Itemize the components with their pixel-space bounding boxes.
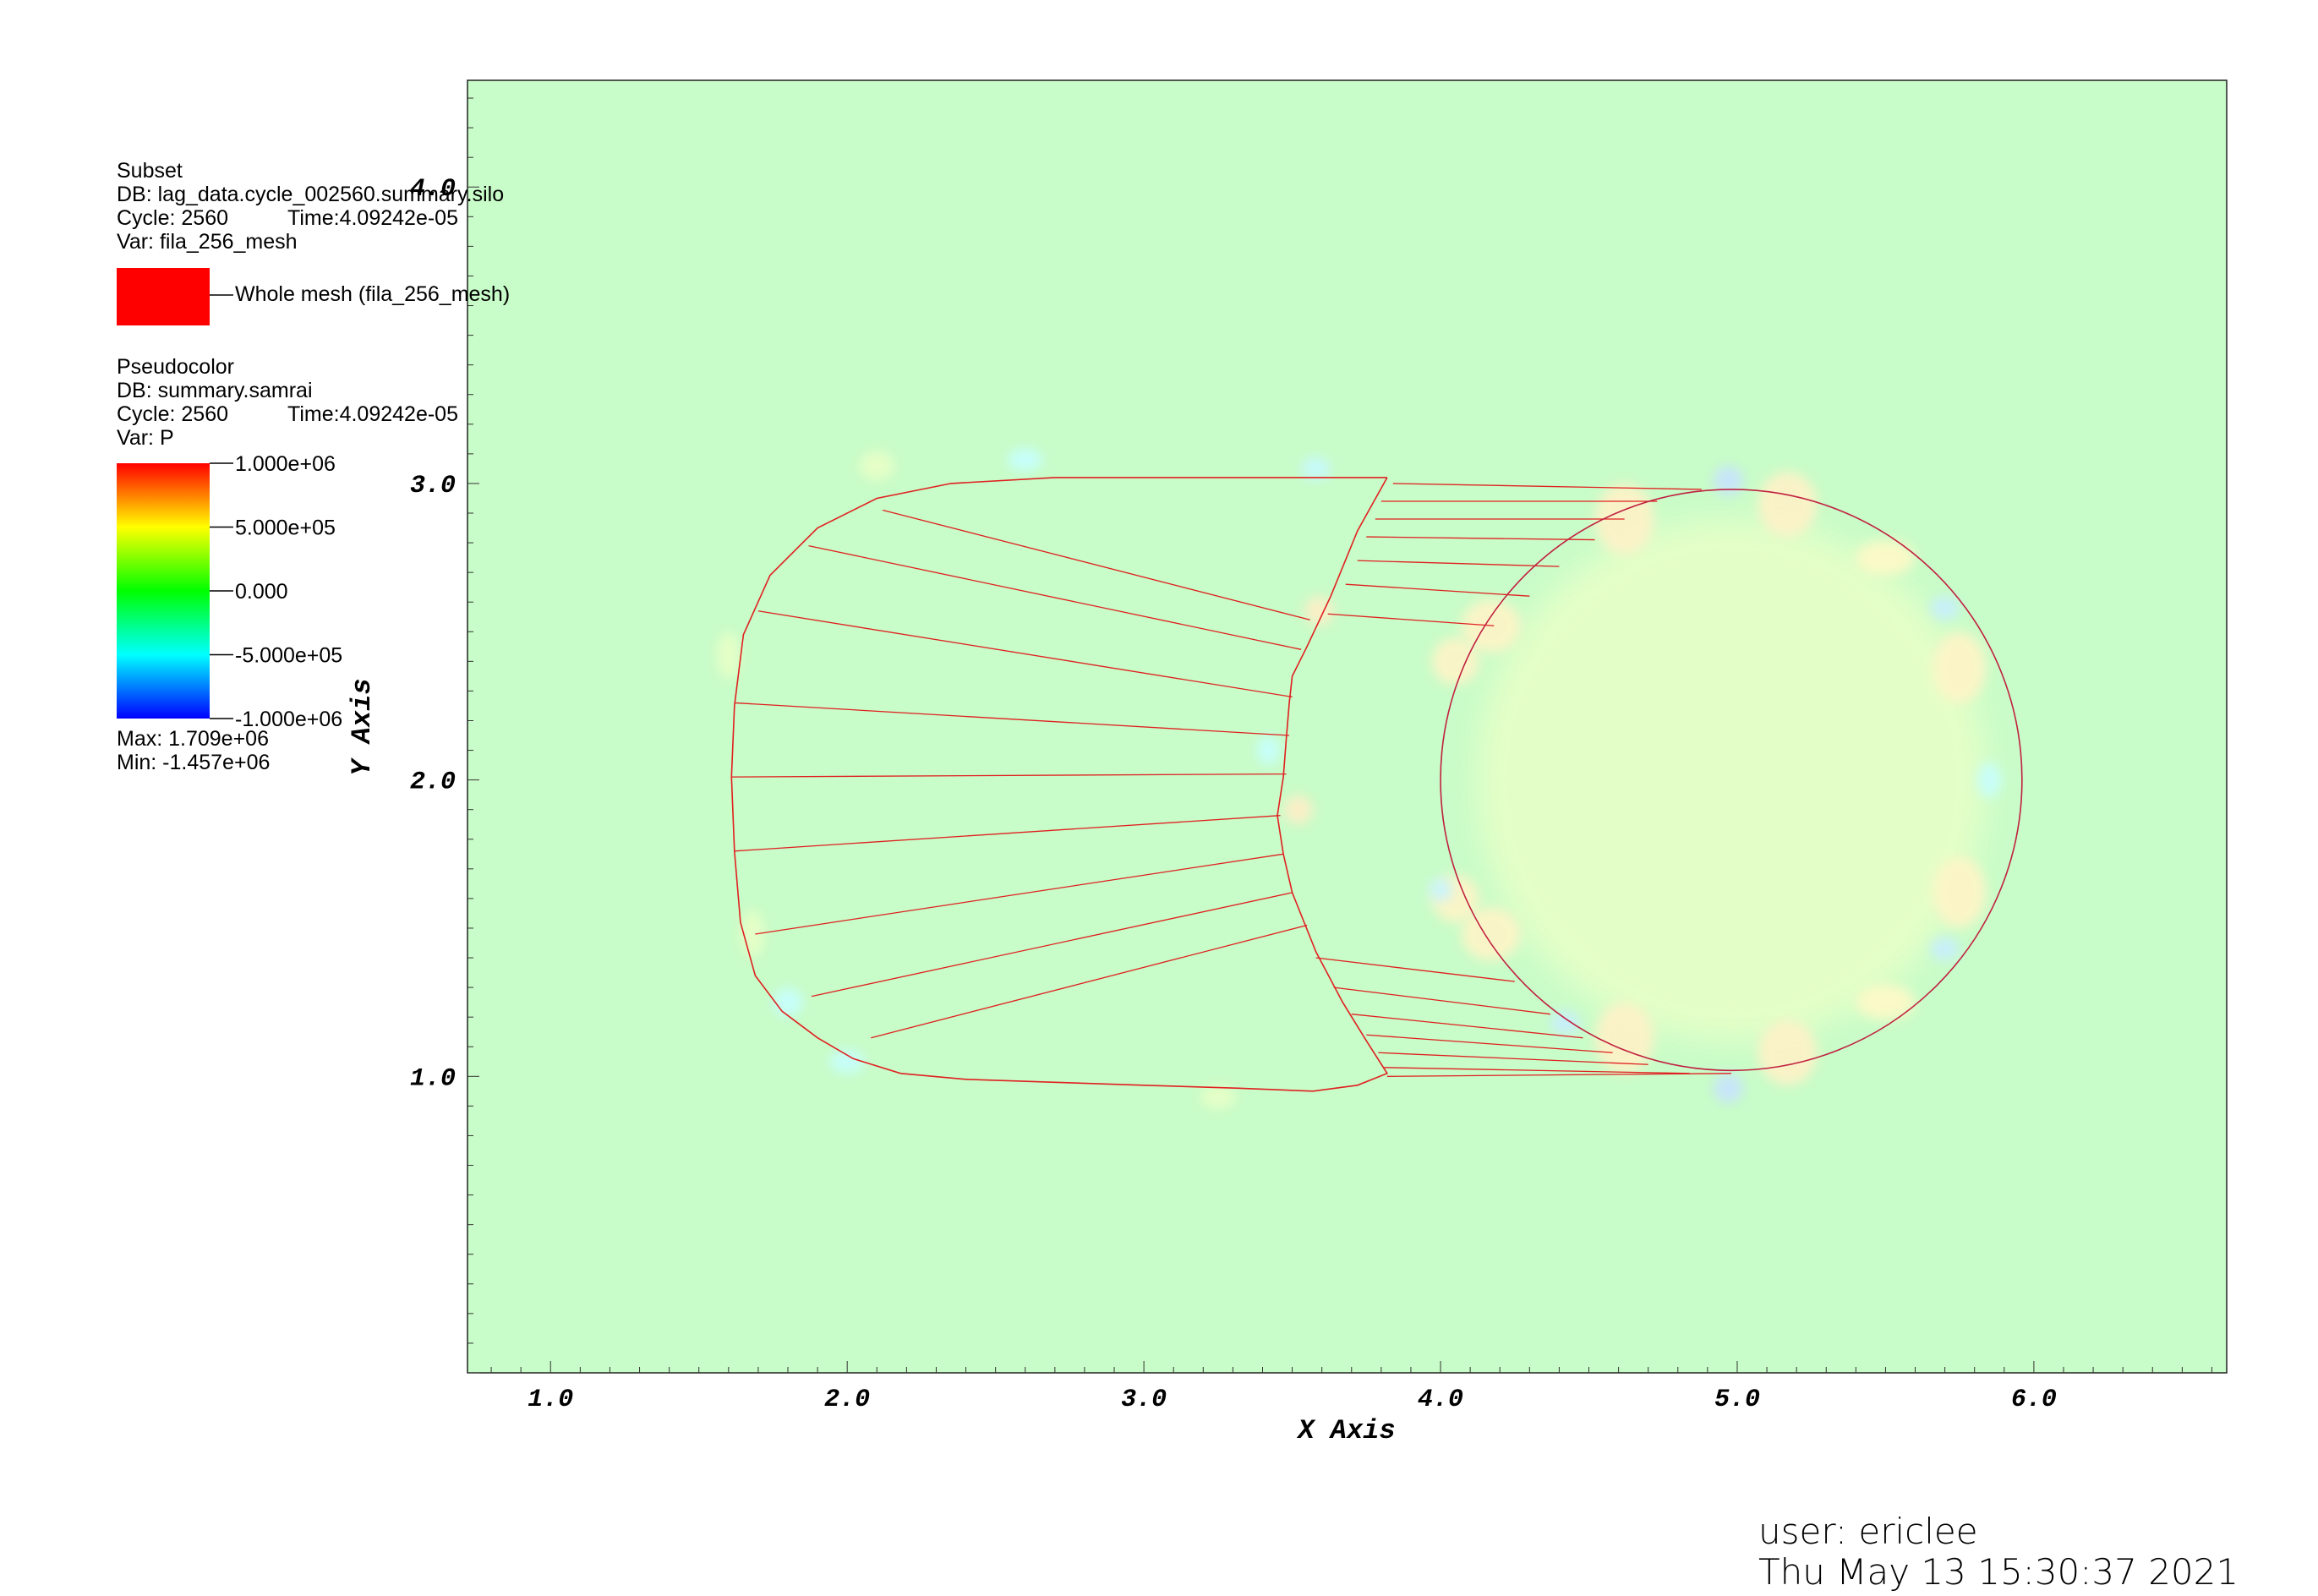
circle-boundary <box>1440 489 2023 1072</box>
x-axis: 1.0 2.0 3.0 4.0 5.0 6.0 <box>490 1361 2212 1414</box>
mesh-edge-7 <box>811 892 1293 998</box>
mesh-edge-9 <box>1392 483 1702 490</box>
mesh-edge-5 <box>734 815 1281 852</box>
mesh-edge-15 <box>1327 613 1495 626</box>
mesh-edge-22 <box>1386 1073 1731 1077</box>
pressure-cell-9 <box>1933 631 1987 703</box>
lagrangian-mesh <box>730 477 2023 1092</box>
pressure-cell-11 <box>1856 539 1916 576</box>
pressure-cell-19 <box>1550 1011 1580 1036</box>
x-tick-label: 5.0 <box>1714 1386 1760 1414</box>
pressure-cell-14 <box>1283 795 1314 825</box>
pressure-cell-10 <box>1933 856 1987 928</box>
colorbar-tick-label: 5.000e+05 <box>235 517 336 540</box>
mesh-edge-4 <box>731 773 1287 778</box>
mesh-edge-21 <box>1384 1067 1690 1074</box>
y-axis: 1.0 2.0 3.0 4.0 <box>410 97 479 1374</box>
mesh-edge-3 <box>734 702 1290 736</box>
pseudocolor-min: Min: -1.457e+06 <box>117 751 271 774</box>
pressure-cell-7 <box>1461 907 1521 961</box>
y-tick-label: 2.0 <box>410 768 456 797</box>
mesh-edge-20 <box>1378 1052 1648 1065</box>
colorbar-tick-label: 1.000e+06 <box>235 452 336 476</box>
colorbar-ticks: 1.000e+06 5.000e+05 0.000 -5.000e+05 -1.000e… <box>210 452 342 731</box>
pressure-cell-26 <box>1977 762 2002 798</box>
subset-swatch <box>117 268 210 325</box>
subset-cycle: Cycle: 2560 <box>117 206 229 230</box>
colorbar-tick-label: -1.000e+06 <box>235 708 342 731</box>
mesh-edge-0 <box>883 509 1310 620</box>
pseudocolor-time: Time:4.09242e-05 <box>287 402 458 426</box>
pressure-cell-23 <box>829 1049 866 1074</box>
mesh-edge-18 <box>1351 1014 1583 1039</box>
pressure-field <box>716 447 2002 1109</box>
subset-db: DB: lag_data.cycle_002560.summary.silo <box>117 183 505 206</box>
x-tick-label: 2.0 <box>824 1386 870 1414</box>
mesh-edge-6 <box>755 853 1284 935</box>
pressure-cell-15 <box>1713 465 1743 495</box>
mesh-edge-14 <box>1345 583 1530 597</box>
pressure-cell-25 <box>1256 735 1281 766</box>
footer-timestamp: Thu May 13 15:30:37 2021 <box>1758 1551 2239 1593</box>
mesh-edge-8 <box>871 924 1308 1039</box>
colorbar-tick-label: 0.000 <box>235 580 288 604</box>
pseudocolor-cycle: Cycle: 2560 <box>117 402 229 426</box>
pressure-cell-6 <box>1431 637 1479 686</box>
y-tick-label: 4.0 <box>410 175 456 204</box>
pressure-cell-13 <box>1304 596 1334 626</box>
pseudocolor-db: DB: summary.samrai <box>117 379 313 402</box>
mesh-outline <box>730 477 1389 1092</box>
pressure-cell-20 <box>1429 877 1453 902</box>
pressure-cell-2 <box>1758 471 1818 538</box>
y-tick-label: 1.0 <box>410 1064 456 1093</box>
pseudocolor-plot-type: Pseudocolor <box>117 355 234 379</box>
pressure-cell-16 <box>1713 1073 1743 1103</box>
subset-var: Var: fila_256_mesh <box>117 230 298 254</box>
pressure-cell-18 <box>1930 937 1960 961</box>
mesh-edge-16 <box>1315 957 1515 982</box>
y-tick-label: 3.0 <box>410 472 456 500</box>
pressure-cell-12 <box>1856 984 1916 1020</box>
pressure-cell-28 <box>1200 1085 1236 1109</box>
subset-plot-type: Subset <box>117 159 183 183</box>
colorbar-tick-label: -5.000e+05 <box>235 644 342 668</box>
pressure-cell-21 <box>1301 456 1331 481</box>
pressure-cell-24 <box>773 987 803 1018</box>
footer-user: user: ericlee <box>1758 1511 1978 1552</box>
pressure-cell-29 <box>716 631 741 680</box>
subset-time: Time:4.09242e-05 <box>287 206 458 230</box>
mesh-edge-1 <box>808 544 1302 650</box>
pseudocolor-colorbar <box>117 463 210 719</box>
mesh-edge-12 <box>1366 536 1595 541</box>
mesh-edge-17 <box>1333 987 1550 1015</box>
x-tick-label: 3.0 <box>1121 1386 1167 1414</box>
mesh-edge-19 <box>1366 1034 1613 1053</box>
pseudocolor-max: Max: 1.709e+06 <box>117 727 269 751</box>
pressure-cell-17 <box>1930 596 1960 620</box>
subset-entry: Whole mesh (fila_256_mesh) <box>235 282 511 306</box>
pressure-cell-27 <box>859 451 895 481</box>
pressure-cell-4 <box>1758 1019 1818 1085</box>
x-axis-title: X Axis <box>1296 1415 1395 1446</box>
mesh-edge-13 <box>1357 560 1560 567</box>
mesh-edge-2 <box>757 610 1293 698</box>
x-tick-label: 6.0 <box>2011 1386 2057 1414</box>
x-tick-label: 1.0 <box>528 1386 573 1414</box>
x-tick-label: 4.0 <box>1418 1386 1463 1414</box>
pressure-cell-22 <box>1007 447 1043 472</box>
pseudocolor-var: Var: P <box>117 426 174 450</box>
high-pressure-region <box>1476 519 1987 1041</box>
y-axis-title: Y Axis <box>347 678 378 775</box>
